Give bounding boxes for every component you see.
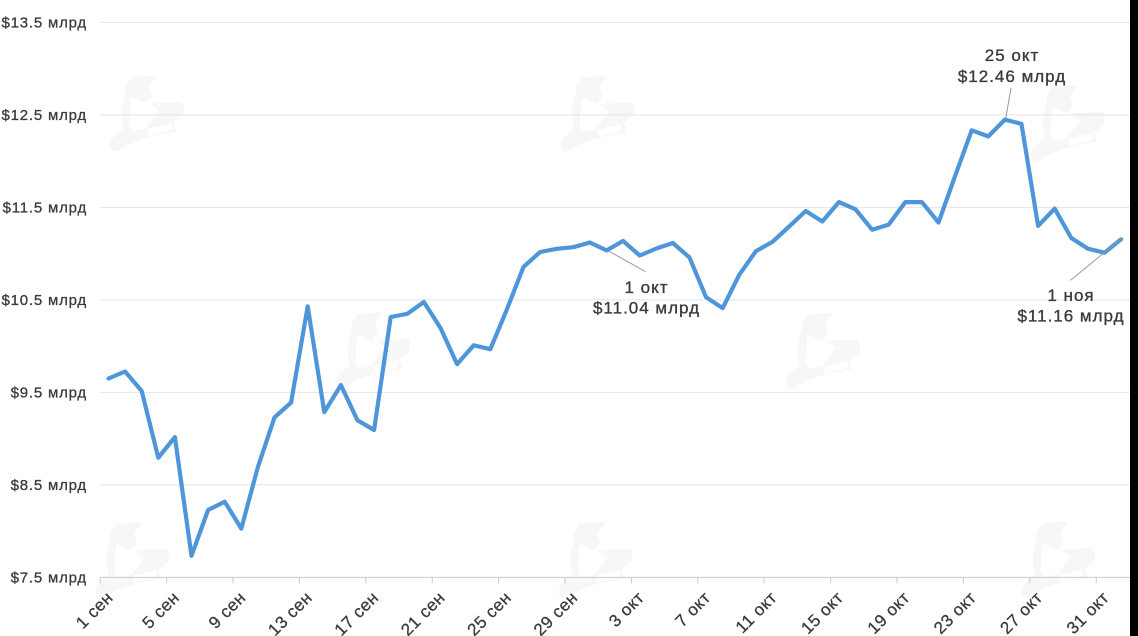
svg-text:25 окт: 25 окт: [985, 46, 1040, 65]
svg-text:$11.04 млрд: $11.04 млрд: [593, 299, 700, 318]
svg-text:$8.5 млрд: $8.5 млрд: [11, 477, 87, 494]
svg-text:$12.46 млрд: $12.46 млрд: [958, 67, 1066, 86]
svg-text:1 окт: 1 окт: [624, 278, 668, 297]
svg-text:$11.5 млрд: $11.5 млрд: [3, 199, 87, 216]
svg-text:1 ноя: 1 ноя: [1047, 286, 1094, 305]
svg-text:$13.5 млрд: $13.5 млрд: [1, 14, 87, 31]
svg-text:$11.16 млрд: $11.16 млрд: [1017, 307, 1124, 326]
svg-text:$9.5 млрд: $9.5 млрд: [11, 384, 87, 401]
svg-text:$12.5 млрд: $12.5 млрд: [1, 107, 87, 124]
svg-text:$7.5 млрд: $7.5 млрд: [11, 569, 87, 586]
svg-text:$10.5 млрд: $10.5 млрд: [1, 292, 87, 309]
